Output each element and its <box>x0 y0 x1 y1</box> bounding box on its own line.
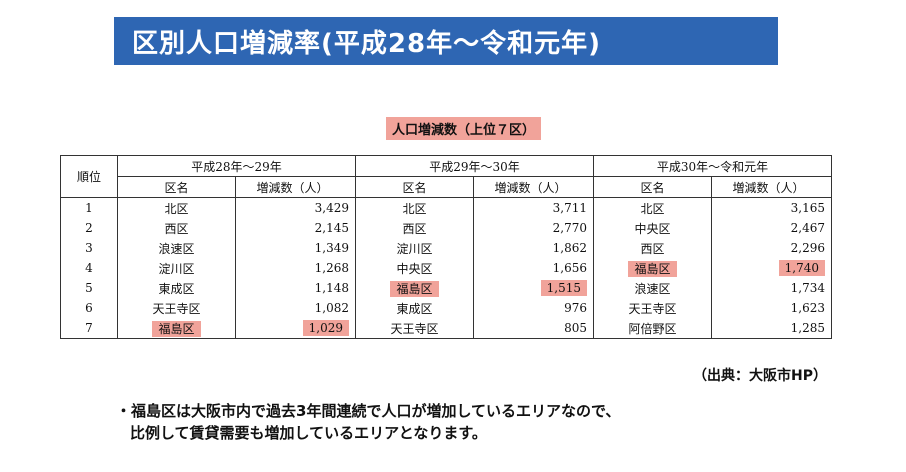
rank-header: 順位 <box>60 155 118 198</box>
value-header: 増減数（人） <box>235 176 356 198</box>
ward-cell: 天王寺区 <box>355 318 474 339</box>
value-header: 増減数（人） <box>711 176 832 198</box>
period-header-1: 平成28年～29年 <box>117 155 356 177</box>
ward-cell: 北区 <box>117 197 236 218</box>
value-cell: 1,623 <box>711 298 832 318</box>
ward-cell: 阿倍野区 <box>593 318 712 339</box>
note-line-1: ・福島区は大阪市内で過去3年間連続で人口が増加しているエリアなので、 <box>116 402 621 420</box>
table-row: 6 天王寺区 1,082 東成区 976 天王寺区 1,623 <box>60 298 832 318</box>
ward-cell-highlighted: 福島区 <box>117 318 236 339</box>
ward-cell: 淀川区 <box>117 258 236 278</box>
title-banner: 区別人口増減率(平成28年～令和元年) <box>114 17 778 65</box>
value-cell-highlighted: 1,515 <box>473 278 594 298</box>
table-row: 1 北区 3,429 北区 3,711 北区 3,165 <box>60 197 832 218</box>
table-caption: 人口増減数（上位７区） <box>386 117 542 140</box>
table-row: 5 東成区 1,148 福島区 1,515 浪速区 1,734 <box>60 278 832 298</box>
page-title: 区別人口増減率(平成28年～令和元年) <box>132 28 601 59</box>
value-cell: 3,429 <box>235 197 356 218</box>
value-cell: 1,349 <box>235 238 356 258</box>
table-row: 2 西区 2,145 西区 2,770 中央区 2,467 <box>60 218 832 238</box>
rank-cell: 3 <box>60 238 118 258</box>
fukushima-highlight: 福島区 <box>390 280 439 297</box>
ward-cell: 淀川区 <box>355 238 474 258</box>
value-cell: 2,296 <box>711 238 832 258</box>
ward-cell: 北区 <box>355 197 474 218</box>
value-cell: 2,145 <box>235 218 356 238</box>
value-cell-highlighted: 1,740 <box>711 258 832 278</box>
period-header-2: 平成29年～30年 <box>355 155 594 177</box>
ward-cell: 天王寺区 <box>593 298 712 318</box>
rank-cell: 6 <box>60 298 118 318</box>
explanation-note: ・福島区は大阪市内で過去3年間連続で人口が増加しているエリアなので、 比例して賃… <box>116 400 620 444</box>
table-row: 3 浪速区 1,349 淀川区 1,862 西区 2,296 <box>60 238 832 258</box>
ward-cell-highlighted: 福島区 <box>593 258 712 278</box>
value-cell-highlighted: 1,029 <box>235 318 356 339</box>
rank-cell: 7 <box>60 318 118 339</box>
ward-cell: 東成区 <box>355 298 474 318</box>
value-cell: 1,148 <box>235 278 356 298</box>
value-cell: 3,165 <box>711 197 832 218</box>
rank-cell: 2 <box>60 218 118 238</box>
value-cell: 1,285 <box>711 318 832 339</box>
value-cell: 3,711 <box>473 197 594 218</box>
note-line-2: 比例して賃貸需要も増加しているエリアとなります。 <box>130 424 487 442</box>
ward-header: 区名 <box>117 176 236 198</box>
value-cell: 1,268 <box>235 258 356 278</box>
value-cell: 1,734 <box>711 278 832 298</box>
ward-cell: 天王寺区 <box>117 298 236 318</box>
source-note: （出典：大阪市HP） <box>693 368 827 384</box>
value-cell: 1,082 <box>235 298 356 318</box>
ward-cell: 西区 <box>117 218 236 238</box>
value-cell: 805 <box>473 318 594 339</box>
ward-cell: 中央区 <box>593 218 712 238</box>
value-cell: 2,770 <box>473 218 594 238</box>
fukushima-highlight: 福島区 <box>628 260 677 277</box>
rank-cell: 5 <box>60 278 118 298</box>
ward-cell-highlighted: 福島区 <box>355 278 474 298</box>
value-cell: 2,467 <box>711 218 832 238</box>
ward-cell: 北区 <box>593 197 712 218</box>
rank-cell: 1 <box>60 197 118 218</box>
rank-cell: 4 <box>60 258 118 278</box>
table-row: 7 福島区 1,029 天王寺区 805 阿倍野区 1,285 <box>60 318 832 339</box>
fukushima-highlight: 福島区 <box>152 320 201 337</box>
period-header-3: 平成30年～令和元年 <box>593 155 832 177</box>
value-cell: 976 <box>473 298 594 318</box>
population-ranking-table: 順位 平成28年～29年 平成29年～30年 平成30年～令和元年 区名 増減数… <box>60 155 832 339</box>
ward-header: 区名 <box>593 176 712 198</box>
fukushima-value-highlight: 1,515 <box>540 280 587 296</box>
value-header: 増減数（人） <box>473 176 594 198</box>
ward-cell: 中央区 <box>355 258 474 278</box>
value-cell: 1,656 <box>473 258 594 278</box>
ward-cell: 西区 <box>355 218 474 238</box>
ward-cell: 西区 <box>593 238 712 258</box>
ward-header: 区名 <box>355 176 474 198</box>
ward-cell: 東成区 <box>117 278 236 298</box>
ward-cell: 浪速区 <box>117 238 236 258</box>
table-row: 4 淀川区 1,268 中央区 1,656 福島区 1,740 <box>60 258 832 278</box>
fukushima-value-highlight: 1,740 <box>778 260 825 276</box>
ward-cell: 浪速区 <box>593 278 712 298</box>
fukushima-value-highlight: 1,029 <box>302 320 349 336</box>
value-cell: 1,862 <box>473 238 594 258</box>
